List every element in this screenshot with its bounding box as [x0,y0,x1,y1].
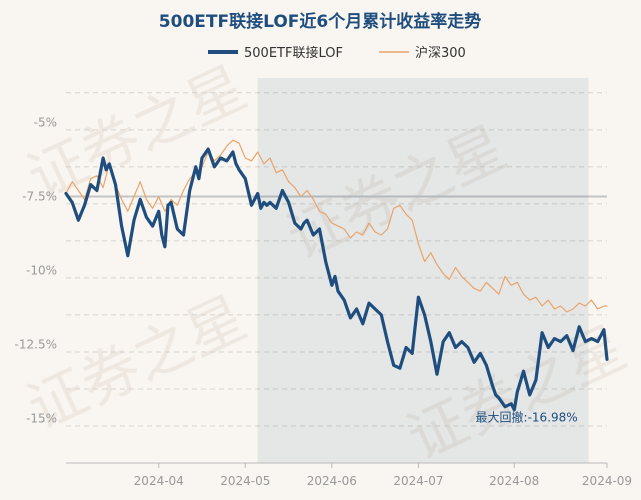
x-tick-label: 2024-04 [134,474,184,488]
x-tick-label: 2024-08 [489,474,539,488]
y-axis: -5% -7.5% -10% -12.5% -15% [15,115,57,425]
series-group [64,139,609,412]
max-drawdown-rect [257,78,589,463]
x-tick-label: 2024-06 [307,474,357,488]
x-tick-label: 2024-09 [582,474,632,488]
chart-title: 500ETF联接LOF近6个月累计收益率走势 [159,11,481,32]
legend-label-hs300: 沪深300 [415,45,466,61]
y-tick-label: -10% [26,264,57,278]
x-axis: 2024-04 2024-05 2024-06 2024-07 2024-08 2024-… [66,462,632,488]
legend-label-fund: 500ETF联接LOF [244,45,343,61]
max-drawdown-label: 最大回撤:-16.98% [476,410,578,425]
series-line-fund [64,147,609,412]
x-tick-label: 2024-07 [393,474,443,488]
y-tick-label: -12.5% [15,338,57,352]
y-tick-label: -7.5% [22,189,57,203]
x-tick-label: 2024-05 [220,474,270,488]
y-tick-label: -5% [34,115,57,129]
y-tick-label: -15% [26,412,57,426]
legend: 500ETF联接LOF 沪深300 [208,45,466,61]
max-drawdown-area [257,78,589,463]
legend-item-hs300[interactable]: 沪深300 [379,45,466,61]
series-line-hs300 [65,139,608,313]
legend-item-fund[interactable]: 500ETF联接LOF [208,45,343,61]
